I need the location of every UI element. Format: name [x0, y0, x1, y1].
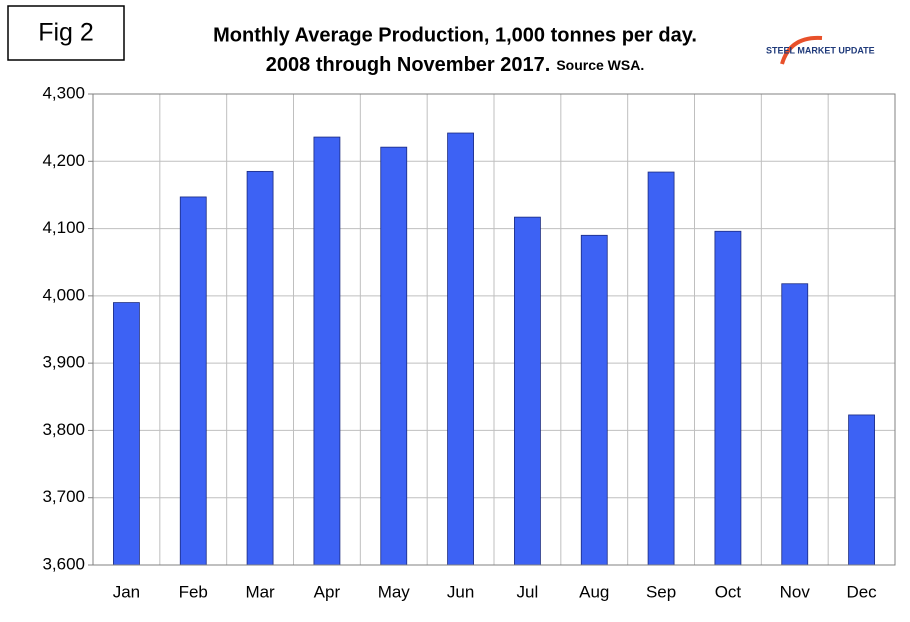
plot-border — [92, 93, 896, 566]
y-tick-label: 3,600 — [42, 554, 85, 573]
figure-label: Fig 2 — [38, 19, 94, 47]
y-tick-label: 4,200 — [42, 151, 85, 170]
x-tick-label: May — [378, 582, 411, 601]
bar — [580, 234, 608, 566]
x-tick-label: Jun — [447, 582, 474, 601]
bar — [848, 414, 875, 566]
y-tick-label: 4,300 — [42, 83, 85, 102]
chart-title: Monthly Average Production, 1,000 tonnes… — [213, 24, 697, 46]
x-tick-label: Jan — [113, 582, 140, 601]
figure-label-box — [7, 5, 125, 61]
bar — [647, 171, 675, 566]
logo-swoosh — [780, 35, 823, 65]
bar — [246, 170, 274, 566]
x-tick-label: Feb — [179, 582, 208, 601]
x-tick-label: Oct — [715, 582, 742, 601]
bar — [781, 283, 809, 566]
y-tick-label: 4,100 — [42, 218, 85, 237]
subtitle-line: 2008 through November 2017. Source WSA. — [266, 54, 644, 76]
x-tick-label: Mar — [245, 582, 275, 601]
bar — [447, 132, 474, 566]
y-tick-label: 3,900 — [42, 353, 85, 372]
x-tick-label: Sep — [646, 582, 676, 601]
bar — [113, 302, 140, 566]
y-tick-label: 4,000 — [42, 285, 85, 304]
chart-source: Source WSA. — [556, 57, 644, 73]
chart-subtitle: 2008 through November 2017. — [266, 54, 551, 76]
bar — [179, 196, 207, 566]
x-tick-label: Dec — [846, 582, 877, 601]
x-tick-label: Jul — [517, 582, 539, 601]
logo: STEEL MARKET UPDATE — [766, 45, 875, 55]
x-tick-label: Apr — [314, 582, 341, 601]
bar — [514, 216, 541, 566]
bar — [313, 136, 341, 566]
x-tick-label: Aug — [579, 582, 609, 601]
bar — [380, 146, 408, 566]
y-tick-label: 3,800 — [42, 420, 85, 439]
x-tick-label: Nov — [780, 582, 811, 601]
y-tick-label: 3,700 — [42, 487, 85, 506]
bar — [714, 230, 742, 566]
